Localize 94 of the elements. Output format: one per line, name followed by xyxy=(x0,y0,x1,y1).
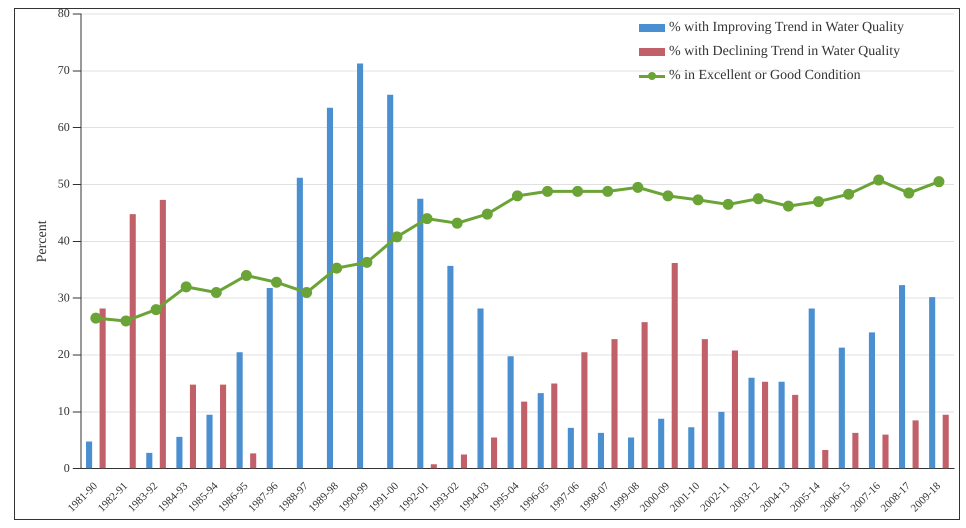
point xyxy=(602,186,614,197)
bar xyxy=(598,432,604,468)
bar xyxy=(266,288,273,468)
point xyxy=(150,304,162,316)
point xyxy=(873,174,884,186)
bar xyxy=(86,441,92,468)
bar xyxy=(100,308,106,468)
bar xyxy=(460,454,468,468)
bar xyxy=(176,436,182,468)
point xyxy=(662,190,674,202)
bar xyxy=(581,352,588,468)
bar xyxy=(296,178,303,468)
bar xyxy=(538,393,544,468)
bar xyxy=(611,339,618,468)
point xyxy=(90,312,102,324)
bar xyxy=(250,453,256,468)
y-tick-label: 70 xyxy=(58,63,70,77)
bar xyxy=(508,356,514,468)
point xyxy=(210,287,222,298)
point xyxy=(512,190,523,202)
point xyxy=(843,188,854,200)
bar xyxy=(430,464,437,468)
bar xyxy=(672,262,678,468)
point xyxy=(452,218,463,229)
bar xyxy=(658,418,664,468)
bar xyxy=(838,348,845,468)
point xyxy=(692,194,704,206)
bar xyxy=(628,437,634,468)
y-tick-label: 40 xyxy=(58,234,70,248)
bar xyxy=(326,108,334,468)
bar xyxy=(882,434,889,468)
bar xyxy=(942,414,949,468)
bar xyxy=(718,412,724,468)
point xyxy=(632,182,644,193)
bar xyxy=(220,384,226,468)
point xyxy=(391,231,402,242)
bar xyxy=(568,428,574,468)
bar xyxy=(190,384,196,468)
point xyxy=(782,200,794,212)
y-tick-label: 0 xyxy=(64,460,70,475)
bar xyxy=(160,200,166,468)
bar xyxy=(912,420,919,468)
bar xyxy=(477,308,484,468)
bar xyxy=(146,452,152,468)
point xyxy=(722,198,734,210)
point xyxy=(271,276,282,288)
bar xyxy=(236,352,243,468)
bar xyxy=(762,382,768,468)
bar xyxy=(387,94,394,468)
bar xyxy=(868,332,875,468)
bar xyxy=(521,402,528,468)
bar xyxy=(808,308,815,468)
bar xyxy=(447,266,454,468)
legend-label: % in Excellent or Good Condition xyxy=(668,68,861,84)
y-tick-label: 10 xyxy=(58,404,70,418)
bar xyxy=(491,437,498,468)
bar xyxy=(642,322,648,468)
bar xyxy=(702,339,708,468)
point xyxy=(180,281,192,292)
y-axis-title: Percent xyxy=(35,220,50,262)
point xyxy=(240,270,252,281)
bar xyxy=(551,383,558,468)
bar xyxy=(417,198,424,468)
y-tick-label: 50 xyxy=(58,176,70,191)
bar xyxy=(792,394,798,468)
point xyxy=(903,188,914,199)
y-tick-label: 20 xyxy=(58,347,70,362)
point xyxy=(572,186,584,197)
point xyxy=(361,256,372,268)
bar xyxy=(778,382,785,468)
point xyxy=(752,193,764,204)
legend-label: % with Declining Trend in Water Quality xyxy=(668,44,900,60)
y-tick-label: 30 xyxy=(58,290,70,304)
bar xyxy=(206,414,213,468)
y-tick-label: 60 xyxy=(58,120,70,134)
point xyxy=(331,262,342,274)
bar xyxy=(688,427,694,468)
point xyxy=(933,176,944,188)
bar xyxy=(732,350,738,468)
point xyxy=(301,287,312,298)
point xyxy=(120,315,132,326)
bar xyxy=(357,63,364,468)
bar xyxy=(929,297,936,468)
point xyxy=(542,186,554,197)
point xyxy=(813,196,824,208)
point xyxy=(422,213,433,224)
bar xyxy=(748,378,755,468)
bar xyxy=(852,432,858,468)
bar xyxy=(899,285,906,468)
bar xyxy=(822,450,828,468)
y-tick-label: 80 xyxy=(58,6,70,20)
bar xyxy=(130,214,136,468)
point xyxy=(482,208,493,220)
legend-label: % with Improving Trend in Water Quality xyxy=(668,20,904,36)
